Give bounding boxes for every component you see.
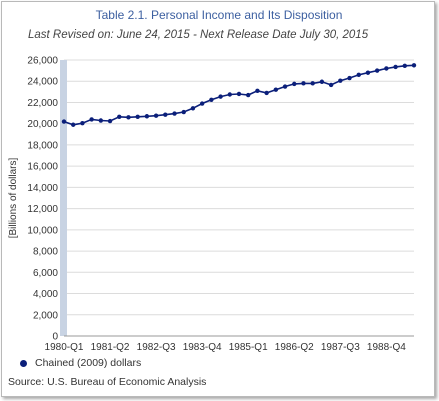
y-tick-label: 2,000 <box>33 310 58 321</box>
data-point <box>190 106 196 111</box>
y-tick-label: 26,000 <box>27 56 58 67</box>
y-tick-label: 20,000 <box>27 119 58 130</box>
y-tick-label: 16,000 <box>27 162 58 173</box>
data-point <box>264 90 269 96</box>
data-point <box>218 94 223 99</box>
x-tick-label: 1985-Q1 <box>229 342 268 353</box>
data-point <box>402 63 407 69</box>
grid-lines <box>64 59 414 316</box>
data-point <box>411 63 417 68</box>
x-tick-label: 1986-Q2 <box>275 342 314 353</box>
data-point <box>126 115 131 120</box>
y-tick-label: 4,000 <box>33 289 58 300</box>
legend-marker <box>20 359 27 367</box>
x-axis-ticks: 1980-Q1 1981-Q2 1982-Q3 1983-Q4 1985-Q1 1986-… <box>45 342 407 353</box>
data-point <box>71 122 76 127</box>
x-tick-label: 1981-Q2 <box>91 342 130 353</box>
y-tick-label: 6,000 <box>33 268 58 279</box>
line-chart: 0 2,000 4,000 6,000 8,000 10,000 12,000 14,000 1… <box>8 56 417 353</box>
y-tick-label: 0 <box>52 332 58 343</box>
y-tick-label: 12,000 <box>27 204 58 215</box>
data-point <box>365 70 371 75</box>
data-point <box>89 117 94 122</box>
x-tick-label: 1980-Q1 <box>45 342 84 353</box>
data-series <box>61 63 417 127</box>
x-tick-label: 1983-Q4 <box>183 342 222 353</box>
data-point <box>328 82 334 88</box>
data-point <box>273 87 279 92</box>
data-point <box>374 68 380 73</box>
data-point <box>144 114 150 119</box>
data-point <box>107 118 113 124</box>
data-point <box>172 111 177 116</box>
data-point <box>163 112 168 117</box>
chart-frame: Table 2.1. Personal Income and Its Dispo… <box>1 1 435 397</box>
data-point <box>98 118 104 123</box>
data-point <box>310 81 315 86</box>
y-axis-ticks: 0 2,000 4,000 6,000 8,000 10,000 12,000 14,000 1… <box>27 56 58 343</box>
y-tick-label: 22,000 <box>27 98 58 109</box>
data-point <box>301 81 306 86</box>
data-point <box>181 109 186 115</box>
data-point <box>282 84 288 89</box>
y-tick-label: 24,000 <box>27 77 58 88</box>
data-point <box>292 81 297 87</box>
chart-subtitle: Last Revised on: June 24, 2015 - Next Re… <box>28 29 369 41</box>
chart-title: Table 2.1. Personal Income and Its Dispo… <box>95 8 343 22</box>
y-axis-label: [Billions of dollars] <box>8 157 19 238</box>
data-point <box>338 78 343 83</box>
data-point <box>199 101 205 106</box>
data-point <box>347 75 352 81</box>
x-tick-label: 1987-Q3 <box>321 342 360 353</box>
data-point <box>384 66 389 71</box>
x-tick-label: 1982-Q3 <box>137 342 176 353</box>
source-note: Source: U.S. Bureau of Economic Analysis <box>8 376 207 388</box>
first-category-band <box>60 60 67 336</box>
y-tick-label: 18,000 <box>27 140 58 151</box>
data-point <box>80 120 85 126</box>
data-point <box>61 119 67 124</box>
legend: Chained (2009) dollars <box>20 357 141 369</box>
data-point <box>209 97 214 103</box>
data-point <box>153 113 159 118</box>
data-point <box>393 64 398 70</box>
data-point <box>135 114 140 119</box>
data-point <box>246 92 251 98</box>
y-tick-label: 8,000 <box>33 247 58 258</box>
data-point <box>319 79 325 84</box>
y-tick-label: 14,000 <box>27 183 58 194</box>
data-point <box>227 92 232 97</box>
data-point <box>356 72 361 78</box>
legend-label: Chained (2009) dollars <box>35 357 142 369</box>
data-point <box>236 91 242 97</box>
y-tick-label: 10,000 <box>27 225 58 236</box>
data-point <box>117 114 122 119</box>
data-point <box>255 88 260 93</box>
x-tick-label: 1988-Q4 <box>367 342 406 353</box>
